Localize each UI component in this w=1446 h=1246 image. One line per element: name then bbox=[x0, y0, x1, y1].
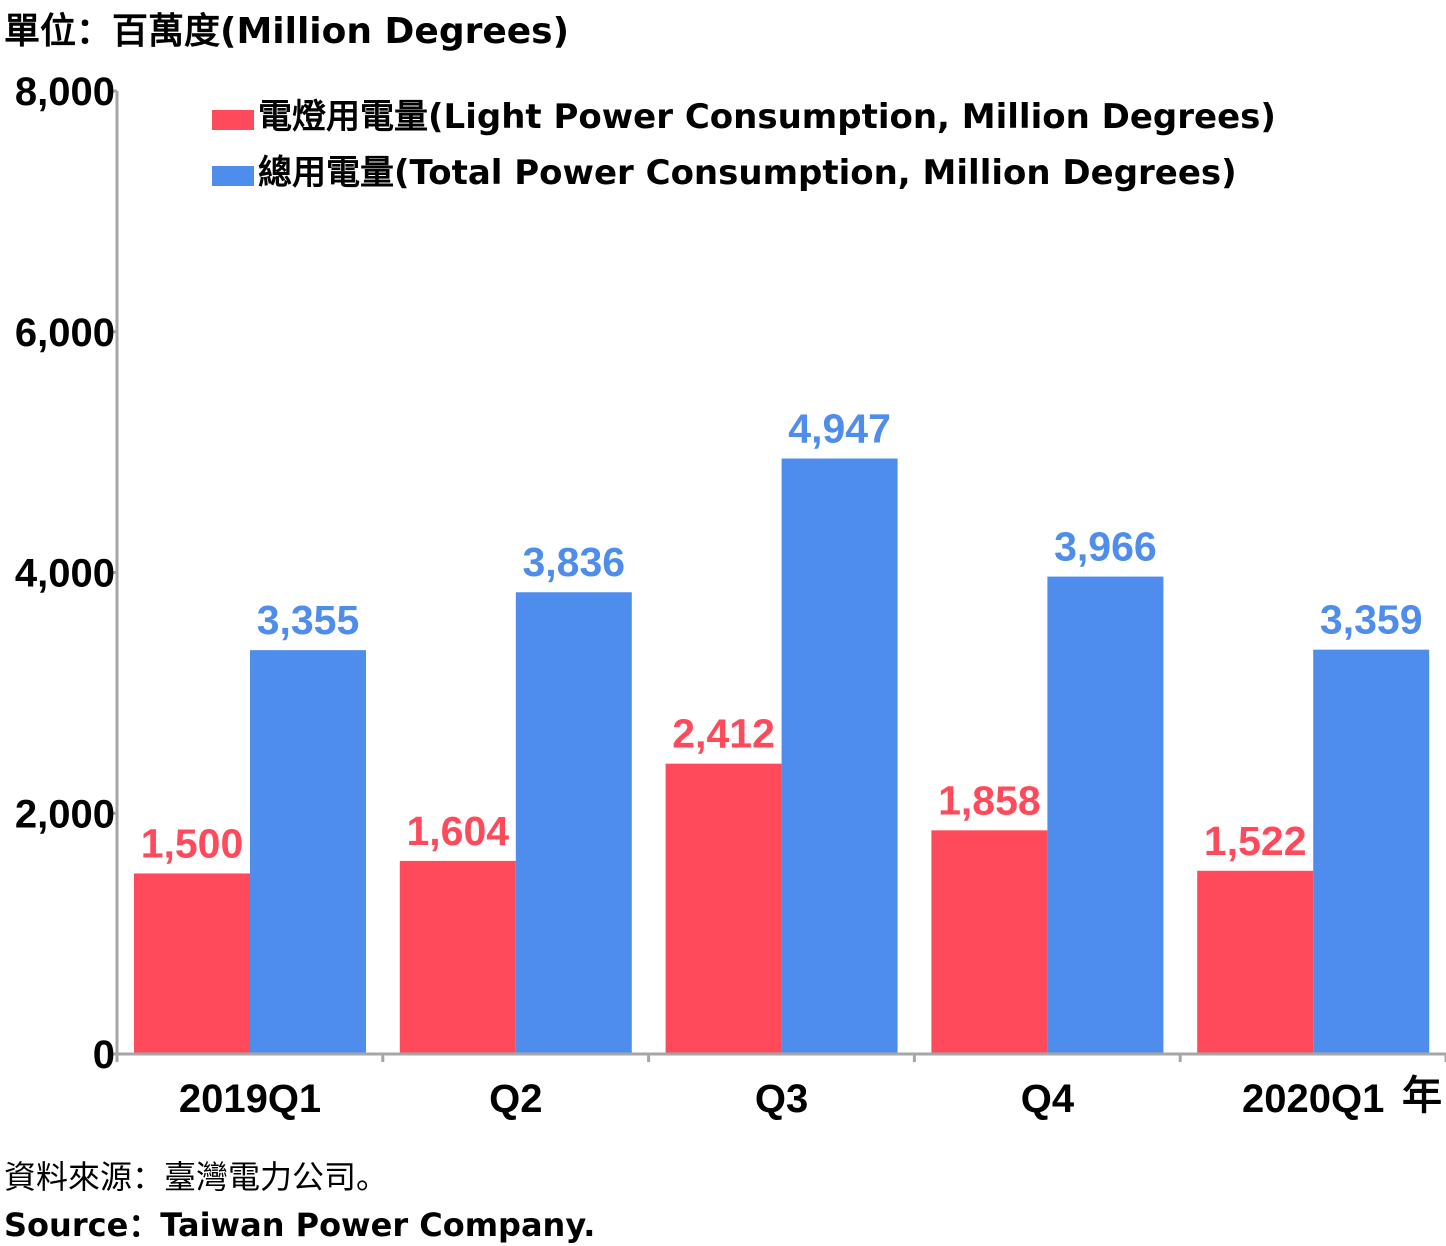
x-tick-label-0: 2019Q1 bbox=[179, 1077, 321, 1121]
legend-swatch-total bbox=[212, 166, 254, 186]
bar-chart: 1,500 1,604 2,412 1,858 1,522 3,355 3,836 4,947… bbox=[15, 70, 1446, 1121]
source-note-zh: 資料來源：臺灣電力公司。 bbox=[4, 1158, 389, 1196]
bar-total-0 bbox=[250, 650, 366, 1054]
x-tick-label-4: 2020Q1 bbox=[1242, 1077, 1384, 1121]
x-axis-suffix: 年 bbox=[1402, 1074, 1442, 1118]
data-label-total-2: 4,947 bbox=[788, 406, 891, 452]
data-label-total-3: 3,966 bbox=[1054, 524, 1157, 570]
bar-total-1 bbox=[515, 592, 632, 1054]
y-tick-label-0: 0 bbox=[93, 1033, 115, 1077]
data-label-light-1: 1,604 bbox=[406, 808, 509, 854]
x-tick-label-1: Q2 bbox=[489, 1077, 542, 1121]
data-label-light-0: 1,500 bbox=[141, 820, 244, 866]
x-tick-label-3: Q4 bbox=[1021, 1077, 1075, 1121]
y-tick-label-2: 4,000 bbox=[15, 552, 115, 596]
y-tick-label-1: 2,000 bbox=[15, 792, 115, 836]
bar-light-0 bbox=[134, 873, 250, 1054]
legend-swatch-light bbox=[212, 110, 254, 130]
data-label-light-4: 1,522 bbox=[1204, 818, 1307, 864]
x-tick-label-2: Q3 bbox=[755, 1077, 808, 1121]
bar-total-3 bbox=[1047, 576, 1164, 1054]
bar-light-4 bbox=[1197, 870, 1314, 1054]
bar-light-2 bbox=[665, 763, 782, 1054]
bar-light-1 bbox=[399, 860, 516, 1054]
data-label-total-1: 3,836 bbox=[522, 539, 625, 585]
unit-label: 單位：百萬度(Million Degrees) bbox=[4, 11, 570, 52]
data-label-total-4: 3,359 bbox=[1320, 597, 1423, 643]
data-label-light-2: 2,412 bbox=[672, 711, 775, 757]
bar-total-2 bbox=[781, 458, 898, 1054]
legend-label-light: 電燈用電量(Light Power Consumption, Million D… bbox=[258, 97, 1276, 137]
y-tick-label-4: 8,000 bbox=[15, 70, 115, 114]
bar-light-3 bbox=[931, 830, 1048, 1054]
source-note-en: Source：Taiwan Power Company. bbox=[4, 1206, 596, 1244]
bar-total-4 bbox=[1313, 649, 1430, 1054]
legend-label-total: 總用電量(Total Power Consumption, Million De… bbox=[258, 153, 1237, 193]
data-label-total-0: 3,355 bbox=[257, 597, 360, 643]
y-tick-label-3: 6,000 bbox=[15, 311, 115, 355]
data-label-light-3: 1,858 bbox=[938, 777, 1041, 823]
